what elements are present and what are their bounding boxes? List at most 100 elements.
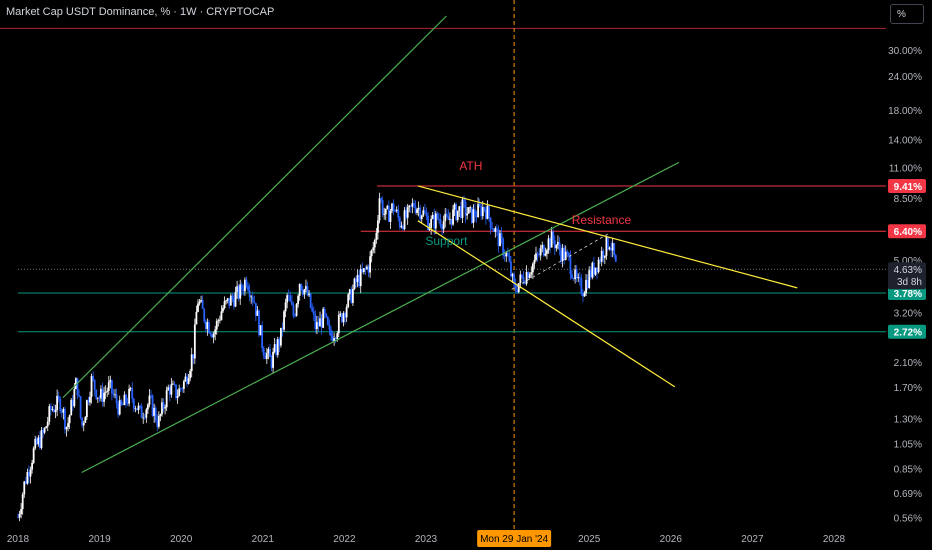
candle-body — [76, 378, 79, 396]
candle-body — [522, 276, 525, 283]
candle-body — [95, 389, 98, 399]
countdown-label: 3d 8h — [897, 277, 922, 288]
current-price-tag — [888, 262, 926, 290]
candle-body — [319, 318, 321, 327]
candle-body — [480, 206, 483, 217]
candle-body — [192, 354, 195, 359]
candle-body — [452, 209, 454, 225]
candle-body — [79, 396, 82, 418]
candle-body — [287, 295, 290, 296]
candle-body — [31, 462, 33, 470]
crosshair-date-label: Mon 29 Jan '24 — [480, 534, 549, 545]
candle-body — [162, 402, 165, 409]
candle-body — [330, 329, 332, 336]
candle-body — [29, 469, 32, 477]
candle-body — [364, 268, 367, 269]
candle-body — [148, 395, 151, 405]
candle-body — [610, 247, 613, 251]
candle-body — [283, 311, 285, 330]
candle-body — [358, 274, 361, 287]
x-tick-label: 2022 — [333, 534, 356, 545]
candle-body — [583, 292, 586, 297]
candle-body — [269, 348, 271, 358]
candle-body — [300, 284, 303, 291]
candle-body — [212, 333, 215, 338]
candle-body — [56, 395, 59, 411]
candle-body — [190, 354, 193, 372]
candle-body — [233, 298, 235, 307]
candle-body — [203, 308, 206, 322]
candle-body — [286, 295, 289, 303]
candle-body — [608, 247, 611, 250]
candle-body — [508, 255, 511, 262]
x-tick-label: 2028 — [823, 534, 846, 545]
candle-body — [261, 325, 264, 349]
candle-body — [589, 270, 592, 278]
candle-body — [234, 292, 237, 307]
candle-body — [483, 207, 486, 210]
candle-body — [599, 259, 602, 262]
candle-body — [139, 405, 141, 407]
candle-body — [502, 238, 505, 256]
candle-body — [167, 387, 170, 391]
candle-body — [154, 407, 157, 421]
candle-body — [145, 409, 148, 418]
candle-body — [542, 244, 545, 256]
candle-body — [406, 207, 409, 218]
candle-body — [64, 409, 66, 430]
candle-body — [172, 383, 174, 385]
candle-body — [118, 400, 121, 415]
candle-body — [524, 282, 526, 284]
candle-body — [254, 303, 257, 316]
candle-body — [467, 207, 470, 214]
candle-body — [395, 209, 398, 212]
candle-body — [198, 301, 201, 304]
candle-body — [267, 348, 270, 353]
candle-body — [256, 310, 259, 316]
unit-toggle-button[interactable]: % — [890, 4, 924, 24]
candle-body — [281, 327, 284, 330]
candle-body — [21, 494, 24, 510]
x-tick-label: 2023 — [415, 534, 438, 545]
wedge-upper — [417, 185, 798, 289]
candle-body — [104, 391, 107, 393]
candle-body — [613, 243, 616, 256]
candle-body — [109, 380, 112, 383]
candle-body — [528, 274, 531, 278]
candle-body — [530, 272, 533, 275]
candle-body — [81, 417, 84, 426]
candle-body — [485, 209, 487, 219]
x-tick-label: 2018 — [7, 534, 30, 545]
candle-body — [574, 269, 577, 280]
y-tick-label: 0.56% — [894, 513, 922, 524]
candle-body — [54, 410, 57, 412]
candle-body — [463, 199, 465, 202]
candle-body — [143, 417, 146, 419]
candle-body — [337, 314, 340, 334]
current-price-label: 4.63% — [894, 265, 922, 276]
candle-body — [361, 268, 364, 272]
candle-body — [48, 406, 51, 422]
candle-body — [344, 313, 346, 318]
candle-body — [82, 422, 85, 426]
candle-body — [168, 387, 171, 395]
candles — [17, 192, 617, 522]
candle-body — [129, 388, 132, 389]
candle-body — [563, 247, 566, 260]
candle-body — [228, 298, 231, 306]
candle-body — [472, 209, 475, 223]
candle-body — [43, 428, 46, 433]
candle-body — [231, 295, 234, 299]
candle-body — [552, 231, 555, 241]
candle-body — [170, 384, 173, 395]
y-tick-label: 24.00% — [888, 72, 922, 83]
candle-body — [308, 293, 310, 296]
candle-body — [65, 427, 68, 430]
candle-body — [345, 307, 348, 318]
candle-body — [477, 203, 479, 218]
candle-body — [353, 278, 356, 289]
candle-body — [497, 229, 500, 247]
candle-body — [211, 334, 213, 338]
